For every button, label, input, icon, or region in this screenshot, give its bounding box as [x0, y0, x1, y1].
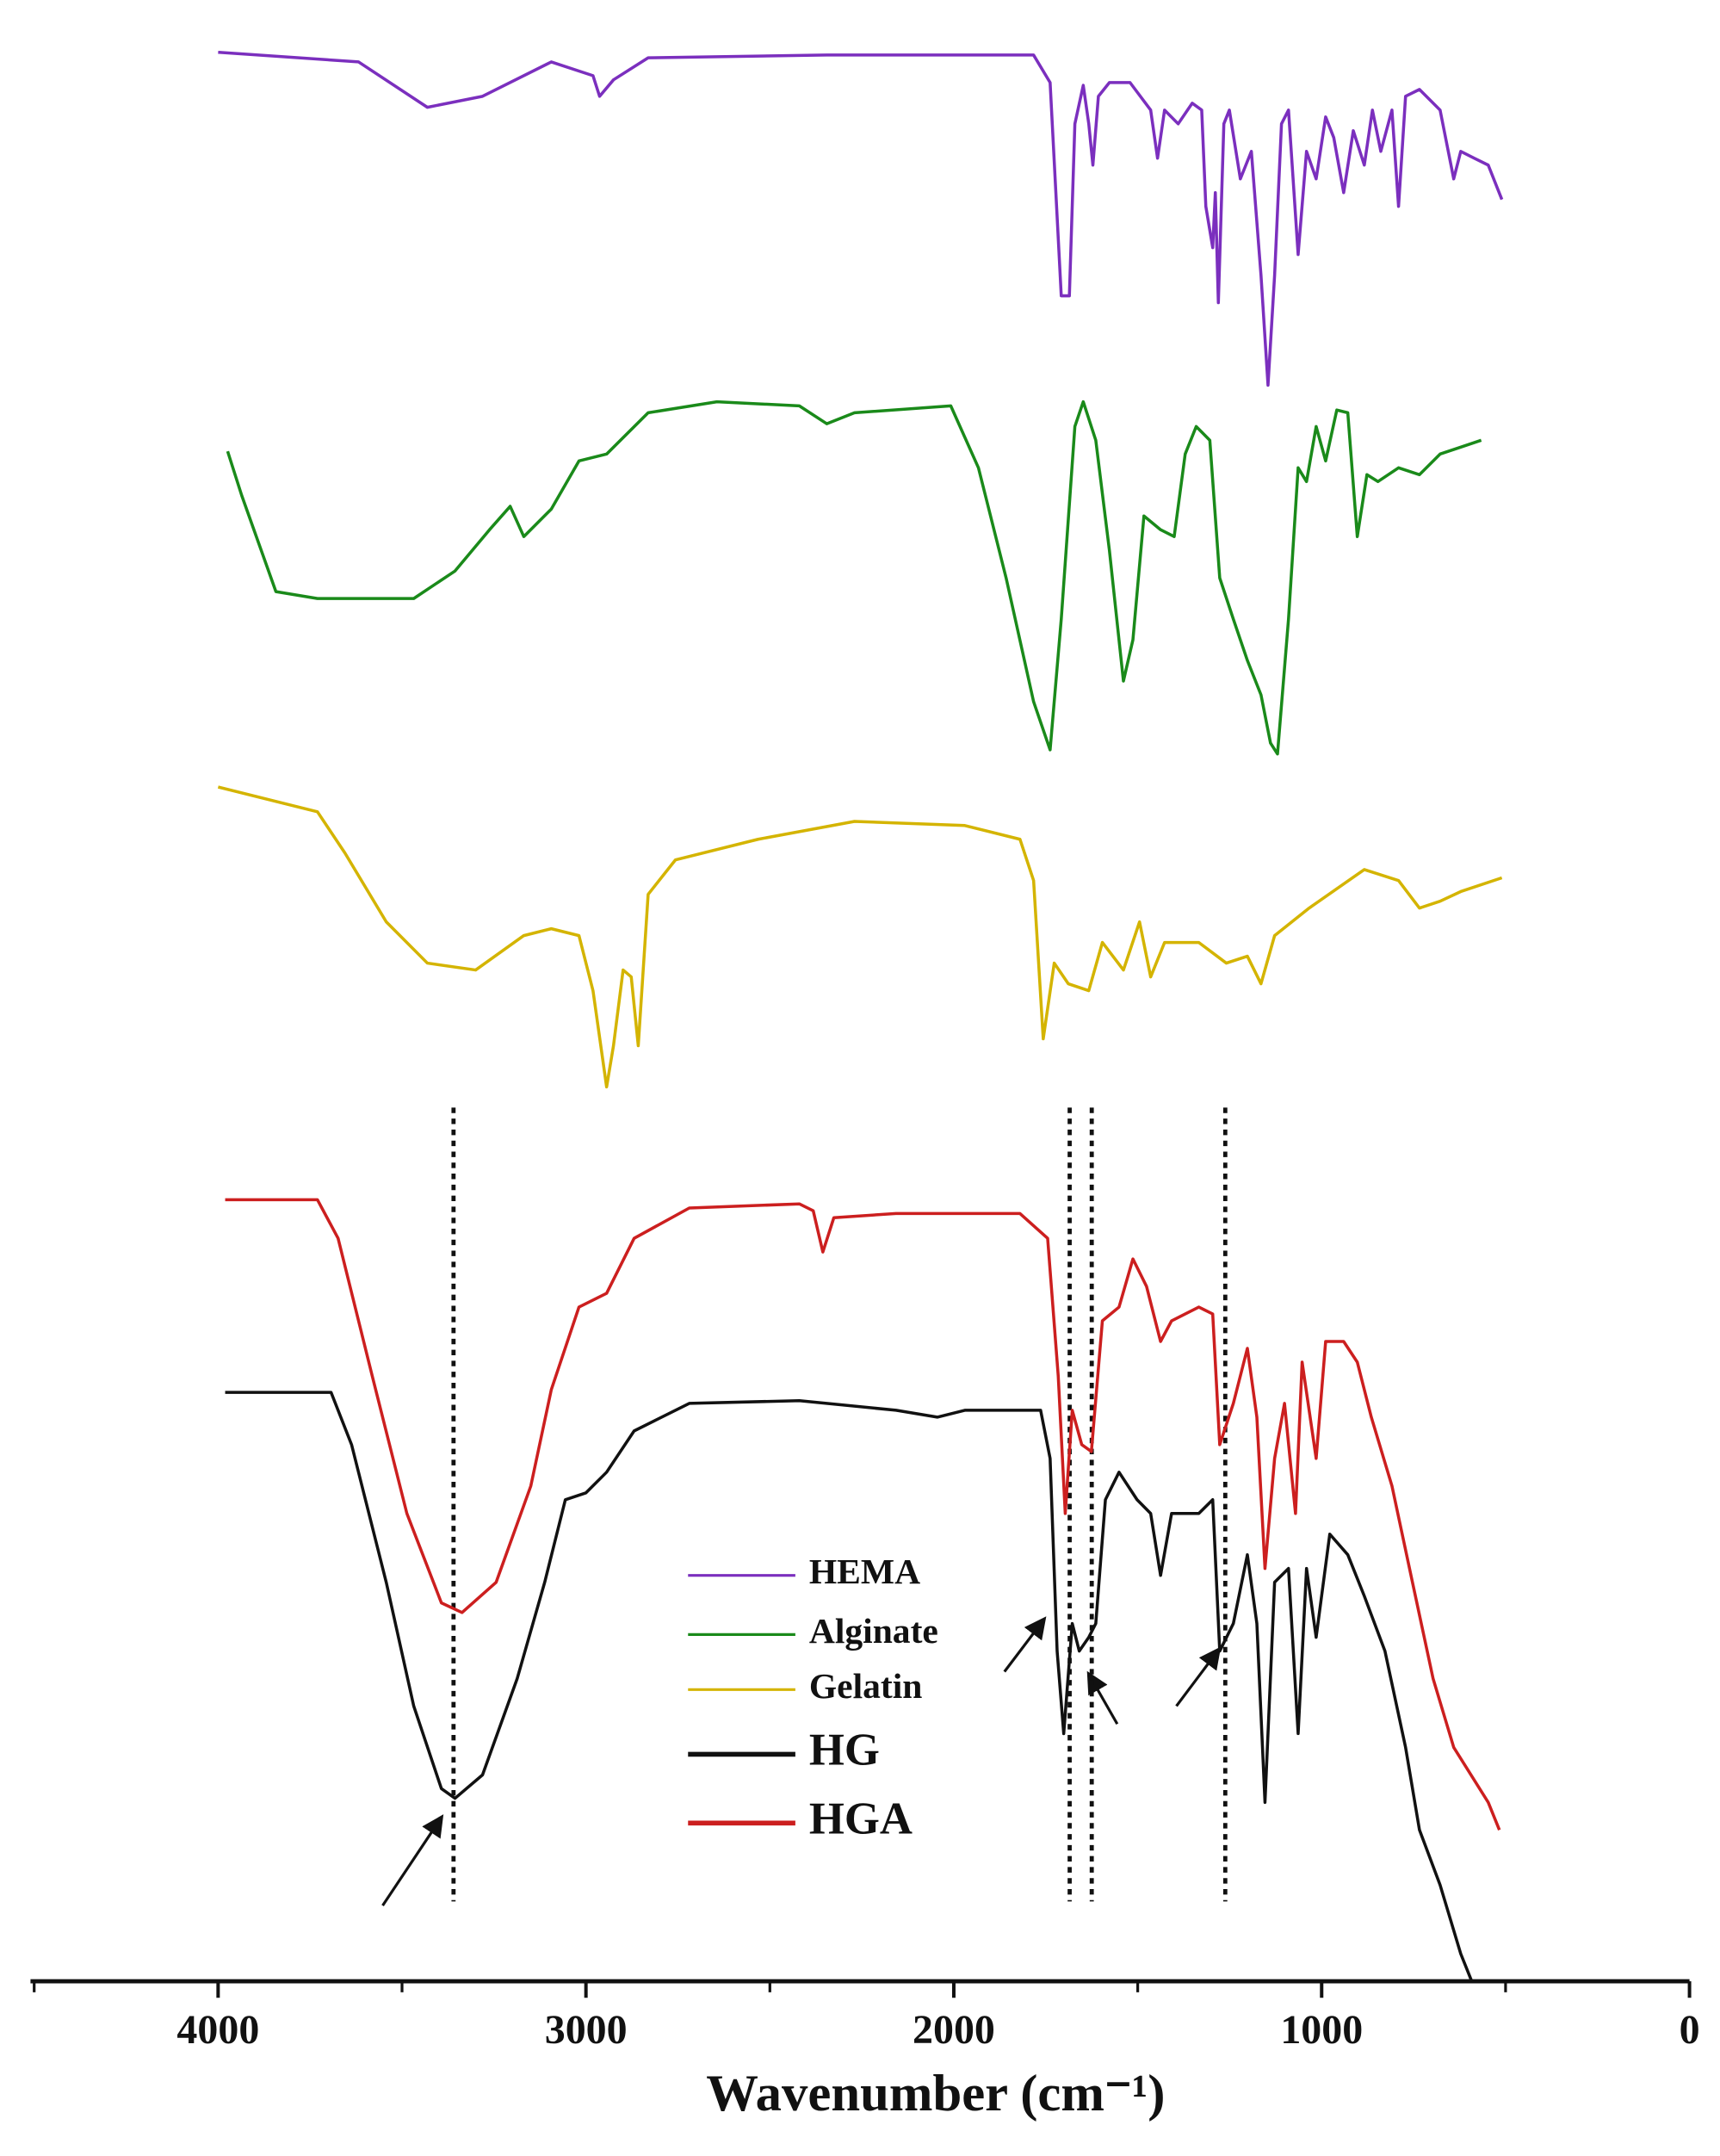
- spectrum-line: [218, 50, 1504, 387]
- x-tick-label: 1000: [1280, 2007, 1363, 2053]
- legend-label: Alginate: [809, 1611, 938, 1651]
- x-tick-label: 2000: [913, 2007, 995, 2053]
- x-axis-label: Wavenumber (cm⁻¹): [706, 2065, 1165, 2122]
- spectrum-line: [225, 1391, 1474, 1982]
- legend-label: HEMA: [809, 1552, 920, 1591]
- arrow: [1086, 1670, 1119, 1725]
- legend-label: HG: [809, 1725, 880, 1775]
- arrows: [381, 1616, 1222, 1907]
- x-tick-label: 0: [1680, 2007, 1700, 2053]
- x-tick-label: 3000: [545, 2007, 628, 2053]
- legend-label: HGA: [809, 1794, 913, 1843]
- spectrum-line: [225, 1198, 1501, 1831]
- arrow: [381, 1814, 444, 1907]
- spectrum-line: [226, 400, 1482, 756]
- x-tick-label: 4000: [176, 2007, 259, 2053]
- arrow: [1003, 1616, 1047, 1673]
- arrow: [1175, 1646, 1222, 1707]
- spectrum-line: [217, 785, 1503, 1089]
- legend-label: Gelatin: [809, 1666, 923, 1706]
